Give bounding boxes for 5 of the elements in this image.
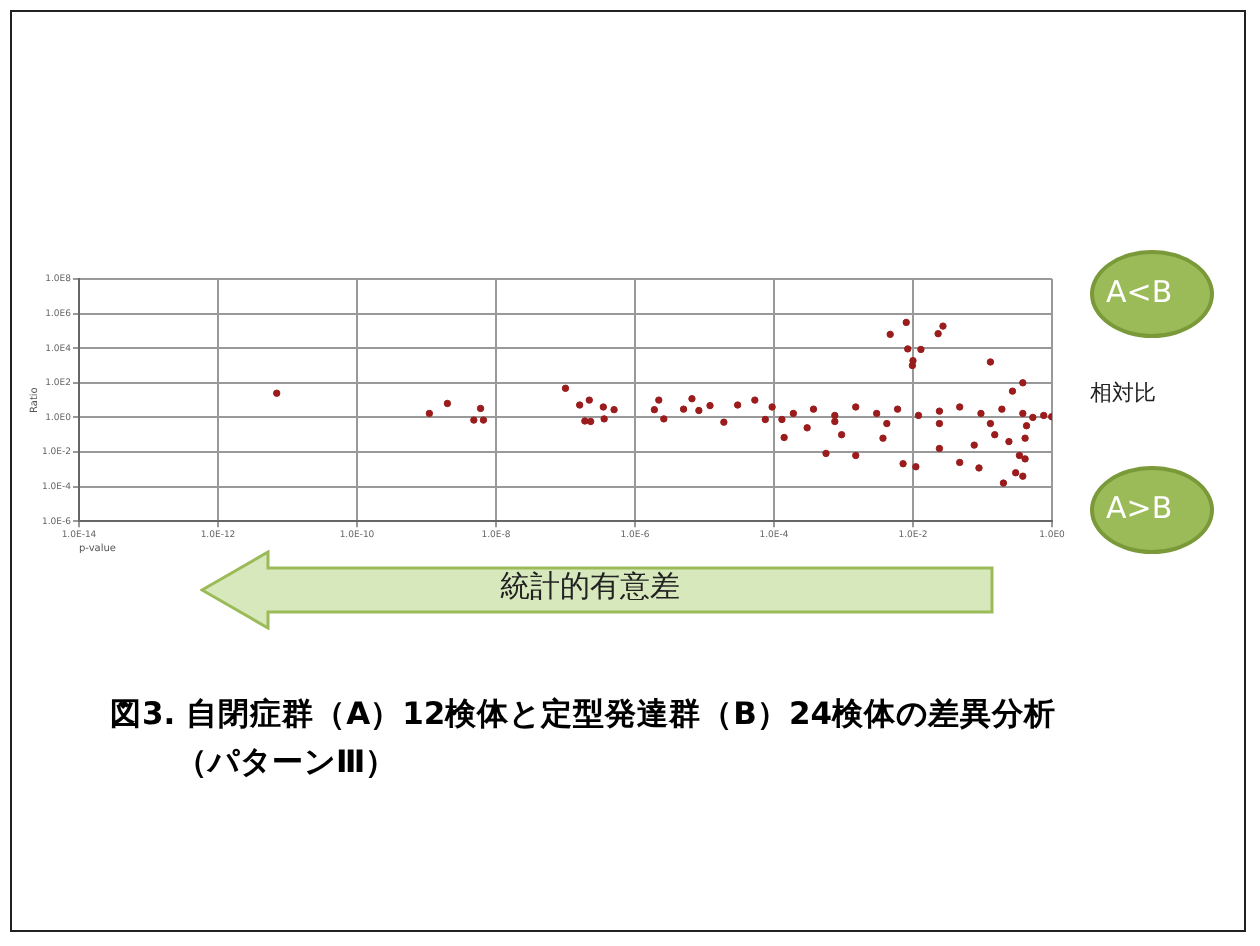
text: 相対比: [1090, 378, 1156, 408]
text: A>B: [1106, 490, 1173, 526]
text: 統計的有意差: [500, 568, 680, 606]
text: 図3. 自閉症群（A）12検体と定型発達群（B）24検体の差異分析（パターンⅢ）: [110, 694, 1059, 784]
text: A<B: [1106, 274, 1173, 310]
